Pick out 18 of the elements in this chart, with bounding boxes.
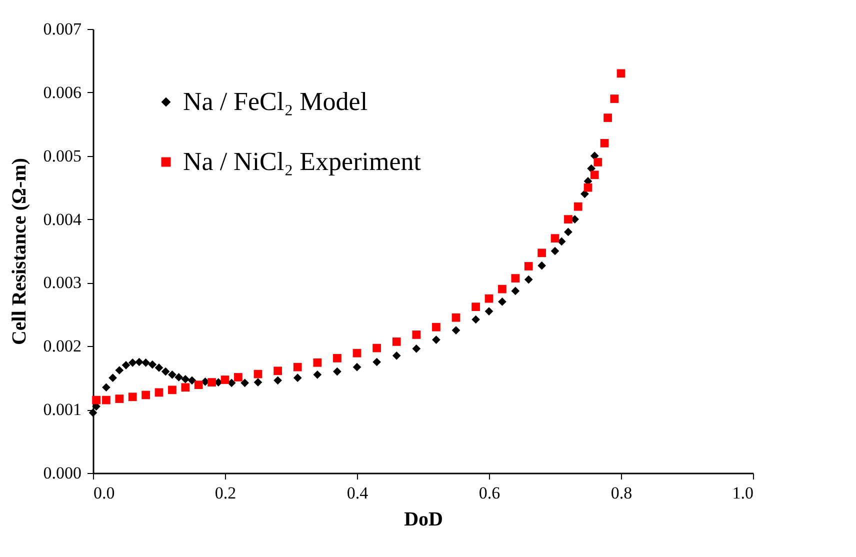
y-tick-label: 0.003 (43, 273, 82, 292)
y-tick-label: 0.005 (43, 146, 82, 166)
x-tick-label: 0.4 (346, 484, 369, 502)
x-tick-label: 0.0 (94, 484, 115, 502)
y-tick-label: 0.002 (43, 336, 82, 356)
x-tick-label: 1.0 (732, 484, 754, 502)
y-tick-label: 0.000 (43, 464, 82, 482)
legend-label: Na / NiCl₂ Experiment (183, 147, 422, 176)
x-axis-title: DoD (404, 508, 443, 530)
legend-label: Na / FeCl₂ Model (183, 87, 368, 116)
y-tick-label: 0.006 (43, 82, 82, 102)
x-tick-label: 0.2 (214, 484, 236, 502)
y-axis-title: Cell Resistance (Ω-m) (8, 158, 30, 346)
y-tick-label: 0.001 (43, 400, 82, 420)
y-tick-label: 0.007 (43, 20, 82, 38)
x-tick-label: 0.8 (610, 484, 632, 502)
x-tick-label: 0.6 (478, 484, 500, 502)
y-tick-label: 0.004 (43, 210, 82, 229)
